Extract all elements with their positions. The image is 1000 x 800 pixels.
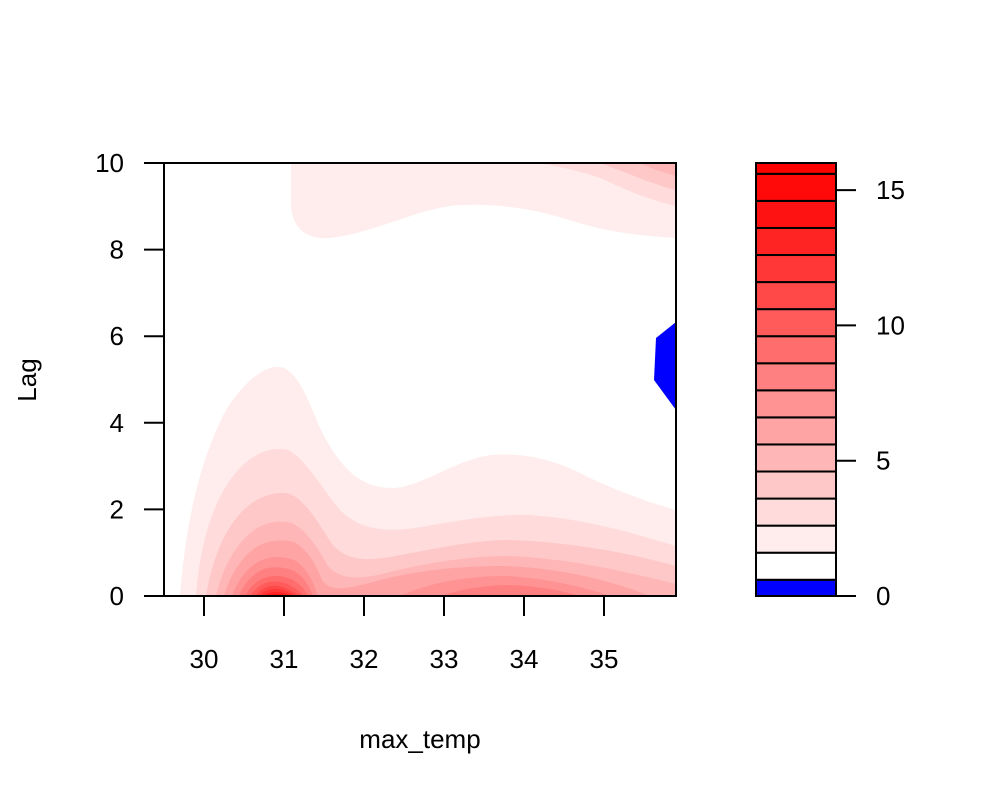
contour-region-low-blue — [654, 322, 676, 410]
color-key-tick-label: 0 — [876, 581, 890, 611]
color-key-swatch — [755, 578, 837, 598]
color-key-tick-label: 15 — [876, 175, 905, 205]
y-axis: 0 2 4 6 8 10 — [95, 148, 164, 611]
color-key-swatch — [755, 443, 837, 473]
contour-region-bottom-level7 — [239, 567, 580, 596]
contour-region-top-level1 — [291, 163, 676, 239]
color-key-tick-label: 10 — [876, 310, 905, 340]
x-tick-label: 33 — [430, 644, 459, 674]
color-key-swatch — [755, 308, 837, 338]
color-key-swatch — [755, 281, 837, 311]
contour-fills — [180, 163, 676, 596]
color-key-swatch — [755, 416, 837, 446]
color-key-swatch — [755, 254, 837, 284]
color-key-swatch — [755, 551, 837, 581]
x-tick-label: 30 — [190, 644, 219, 674]
y-tick-label: 10 — [95, 148, 124, 178]
x-tick-label: 31 — [270, 644, 299, 674]
color-key-swatch — [755, 162, 837, 175]
color-key-swatch — [755, 470, 837, 500]
y-tick-label: 2 — [110, 494, 124, 524]
x-tick-label: 35 — [590, 644, 619, 674]
plot-panel — [163, 162, 677, 597]
y-axis-title: Lag — [12, 358, 42, 401]
color-key-swatch — [755, 524, 837, 554]
color-key-swatch — [755, 497, 837, 527]
contour-region-top-level4 — [640, 163, 676, 176]
color-key: 0 5 10 15 — [755, 162, 905, 611]
color-key-swatch — [755, 199, 837, 229]
color-key-swatch — [755, 362, 837, 392]
color-key-swatch — [755, 172, 837, 202]
x-axis-title: max_temp — [359, 724, 480, 754]
x-tick-label: 32 — [350, 644, 379, 674]
color-key-tick-label: 5 — [876, 446, 890, 476]
y-tick-label: 4 — [110, 408, 124, 438]
y-tick-label: 6 — [110, 321, 124, 351]
plot-border — [163, 162, 677, 597]
y-tick-label: 0 — [110, 581, 124, 611]
x-axis: 30 31 32 33 34 35 — [190, 596, 619, 674]
color-key-swatch — [755, 389, 837, 419]
y-tick-label: 8 — [110, 235, 124, 265]
x-tick-label: 34 — [510, 644, 539, 674]
color-key-swatch — [755, 226, 837, 257]
color-key-swatch — [755, 335, 837, 365]
